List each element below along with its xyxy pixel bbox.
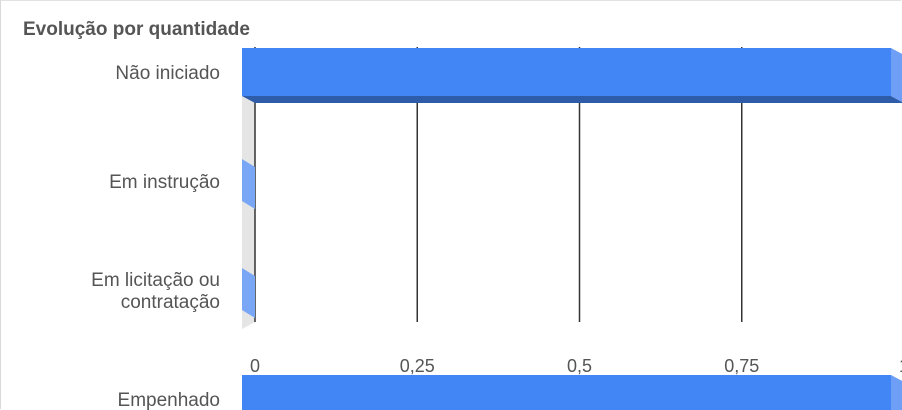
bar-zero-sliver: [242, 268, 255, 318]
x-tick-label: 1: [899, 356, 902, 376]
category-label: Empenhado: [118, 390, 220, 410]
x-tick-label: 0,5: [567, 356, 592, 376]
category-labels: Não iniciado Em instrução Em licitação ou c…: [91, 63, 220, 410]
category-label: Em instrução: [109, 172, 220, 193]
x-tick-label: 0,75: [724, 356, 759, 376]
x-tick-label: 0: [250, 356, 260, 376]
x-tick-labels: 0 0,25 0,5 0,75 1: [250, 356, 902, 376]
bar-bottom-face: [242, 96, 902, 103]
chart-title: Evolução por quantidade: [23, 19, 250, 40]
category-label: Em licitação ou contratação: [91, 270, 220, 313]
bar-end-face: [891, 48, 902, 102]
bar-front-face: [242, 375, 891, 410]
bar: [242, 375, 902, 410]
x-tick-label: 0,25: [400, 356, 435, 376]
bar-layer: [242, 48, 902, 410]
bar: [242, 48, 902, 103]
bar-zero-sliver: [242, 159, 255, 209]
category-label: Não iniciado: [115, 63, 220, 84]
bar-end-face: [891, 375, 902, 410]
bar-front-face: [242, 48, 891, 96]
